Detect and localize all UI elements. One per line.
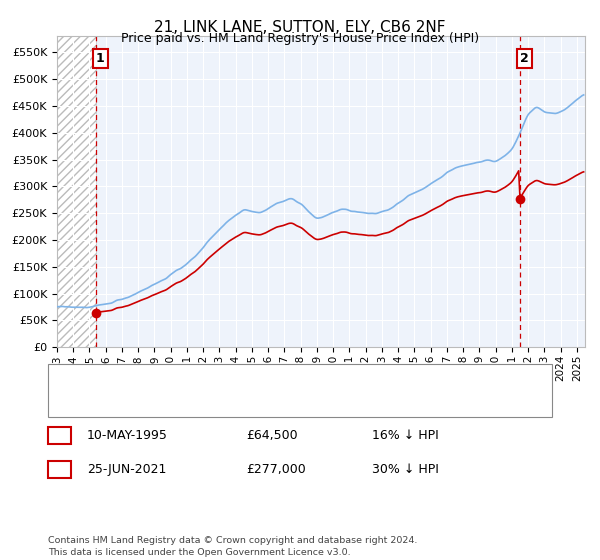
Text: 2: 2 xyxy=(520,52,529,64)
Text: £277,000: £277,000 xyxy=(246,463,306,476)
Text: 1: 1 xyxy=(55,429,64,442)
Text: 21, LINK LANE, SUTTON, ELY, CB6 2NF: 21, LINK LANE, SUTTON, ELY, CB6 2NF xyxy=(154,20,446,35)
Text: 16% ↓ HPI: 16% ↓ HPI xyxy=(372,429,439,442)
Text: £64,500: £64,500 xyxy=(246,429,298,442)
Text: 2: 2 xyxy=(55,463,64,476)
Text: Price paid vs. HM Land Registry's House Price Index (HPI): Price paid vs. HM Land Registry's House … xyxy=(121,32,479,45)
Text: HPI: Average price, detached house, East Cambridgeshire: HPI: Average price, detached house, East… xyxy=(105,396,446,409)
Text: 21, LINK LANE, SUTTON, ELY, CB6 2NF (detached house): 21, LINK LANE, SUTTON, ELY, CB6 2NF (det… xyxy=(105,372,437,385)
Text: Contains HM Land Registry data © Crown copyright and database right 2024.
This d: Contains HM Land Registry data © Crown c… xyxy=(48,536,418,557)
Bar xyxy=(57,36,95,347)
Text: 25-JUN-2021: 25-JUN-2021 xyxy=(87,463,166,476)
Text: 10-MAY-1995: 10-MAY-1995 xyxy=(87,429,168,442)
Text: 1: 1 xyxy=(96,52,105,64)
Text: 30% ↓ HPI: 30% ↓ HPI xyxy=(372,463,439,476)
